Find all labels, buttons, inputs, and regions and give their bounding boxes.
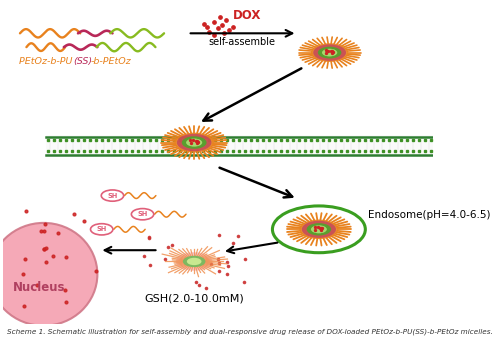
Ellipse shape [187,258,202,265]
Ellipse shape [313,44,346,61]
Text: (SS): (SS) [73,57,92,66]
Ellipse shape [90,224,113,235]
Ellipse shape [300,220,338,239]
Ellipse shape [102,190,124,201]
Text: GSH(2.0-10.0mM): GSH(2.0-10.0mM) [144,294,244,303]
Ellipse shape [0,223,98,326]
Ellipse shape [302,221,336,238]
Text: SH: SH [138,211,147,217]
Ellipse shape [318,47,342,59]
Ellipse shape [311,43,348,62]
Ellipse shape [183,256,206,267]
Text: -b-PEtOz: -b-PEtOz [90,57,131,66]
Ellipse shape [186,139,202,147]
Text: DOX: DOX [233,9,261,23]
Ellipse shape [176,252,212,271]
Text: PEtOz-b-PU: PEtOz-b-PU [19,57,76,66]
Text: SH: SH [108,192,118,198]
Bar [46,135,433,156]
Ellipse shape [174,133,214,152]
Ellipse shape [311,225,327,233]
Ellipse shape [322,49,338,56]
Ellipse shape [182,136,206,149]
Text: self-assemble: self-assemble [208,37,275,47]
Text: Scheme 1. Schematic illustration for self-assembly and dual-responsive drug rele: Scheme 1. Schematic illustration for sel… [7,329,493,335]
Text: SH: SH [96,226,107,232]
Ellipse shape [306,223,331,236]
Text: Nucleus: Nucleus [13,281,66,294]
Ellipse shape [177,134,212,151]
Text: Endosome(pH=4.0-6.5): Endosome(pH=4.0-6.5) [368,210,491,220]
Ellipse shape [132,209,154,220]
